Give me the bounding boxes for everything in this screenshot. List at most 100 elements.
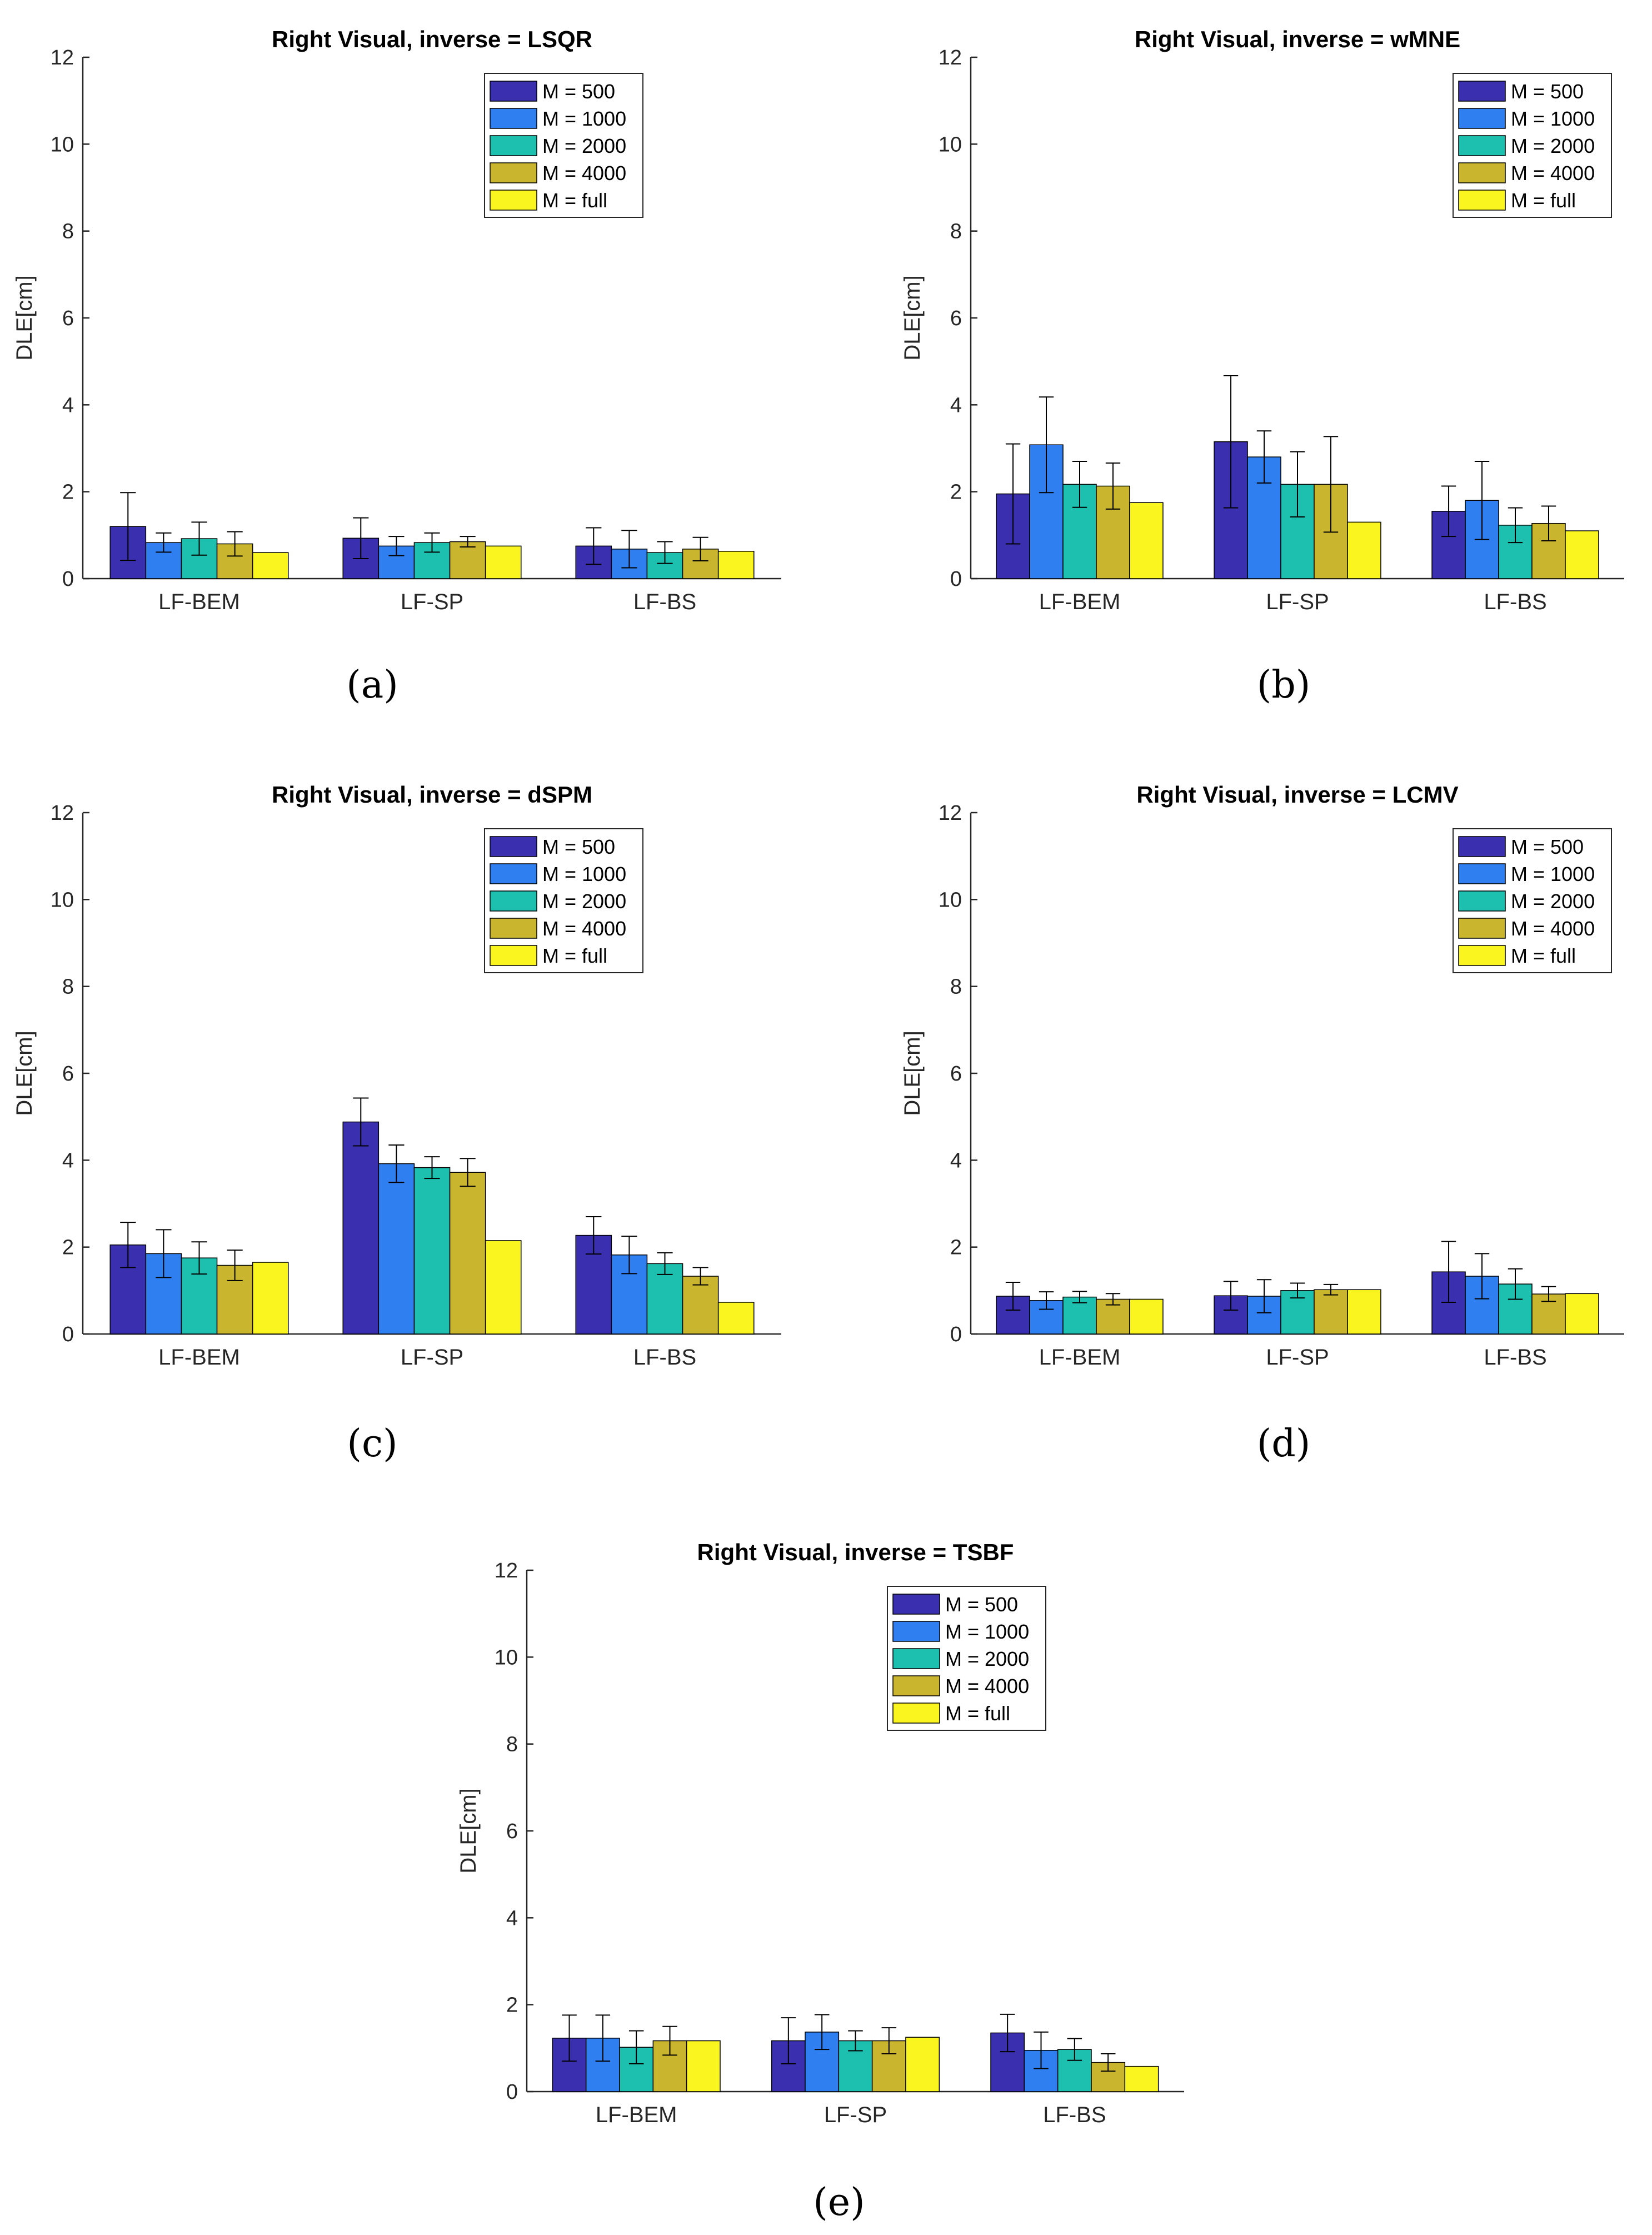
legend-swatch	[490, 108, 537, 129]
bar	[485, 545, 522, 579]
x-tick-label: LF-SP	[1266, 1345, 1329, 1370]
x-tick-label: LF-BEM	[596, 2103, 677, 2127]
panel-caption: (d)	[1257, 1422, 1311, 1466]
bar	[252, 552, 289, 579]
y-tick-label: 4	[506, 1907, 518, 1930]
chart-title: Right Visual, inverse = LCMV	[1136, 781, 1458, 808]
bar	[905, 2037, 940, 2092]
y-tick-label: 12	[51, 802, 74, 825]
y-tick-label: 2	[950, 481, 962, 504]
legend-entry: M = 500	[945, 1593, 1018, 1616]
y-tick-label: 10	[51, 888, 74, 912]
bar	[1314, 1289, 1348, 1335]
bar	[1347, 521, 1381, 579]
y-tick-label: 0	[62, 1323, 74, 1346]
bar	[449, 541, 486, 579]
legend-swatch	[490, 890, 537, 912]
y-axis-label: DLE[cm]	[12, 1031, 37, 1116]
y-tick-label: 4	[62, 394, 74, 417]
legend-swatch	[1458, 162, 1506, 183]
x-tick-label: LF-SP	[401, 590, 463, 614]
y-tick-label: 10	[939, 133, 962, 156]
chart-panel-0: 0 2 4 6 8 10 12 DLE[cm] Right Visual, inverse = …	[12, 26, 781, 707]
y-axis-label: DLE[cm]	[900, 1031, 925, 1116]
x-tick-label: LF-SP	[824, 2103, 887, 2127]
chart-panel-2: 0 2 4 6 8 10 12 DLE[cm] Right Visual, inverse = …	[12, 781, 781, 1466]
legend-swatch	[490, 863, 537, 884]
legend-entry: M = 1000	[542, 107, 626, 130]
x-tick-label: LF-BEM	[1039, 590, 1121, 614]
legend: M = 500 M = 1000 M = 2000 M = 4000 M = full	[1453, 828, 1612, 973]
legend-swatch	[1458, 863, 1506, 884]
legend-entry: M = full	[542, 944, 607, 967]
legend-swatch	[1458, 135, 1506, 156]
legend-entry: M = 4000	[542, 162, 626, 185]
y-tick-label: 8	[62, 220, 74, 243]
chart-panel-4: 0 2 4 6 8 10 12 DLE[cm] Right Visual, inverse = …	[456, 1539, 1184, 2224]
legend: M = 500 M = 1000 M = 2000 M = 4000 M = full	[887, 1586, 1046, 1731]
legend-swatch	[490, 190, 537, 211]
legend-entry: M = 1000	[945, 1620, 1029, 1643]
bar	[342, 1121, 380, 1335]
bar	[485, 1240, 522, 1335]
y-tick-label: 4	[62, 1149, 74, 1172]
y-tick-label: 8	[506, 1733, 518, 1756]
legend-entry: M = 4000	[1511, 162, 1595, 185]
legend-swatch	[490, 836, 537, 857]
bar	[449, 1172, 486, 1335]
legend-swatch	[490, 135, 537, 156]
y-tick-label: 6	[950, 1062, 962, 1086]
bar	[1129, 502, 1164, 579]
chart-title: Right Visual, inverse = wMNE	[1135, 26, 1460, 52]
y-tick-label: 12	[939, 46, 962, 69]
x-tick-label: LF-BS	[1484, 1345, 1546, 1370]
bar	[717, 551, 755, 579]
panel-caption: (e)	[813, 2181, 865, 2224]
y-tick-label: 6	[62, 1062, 74, 1086]
y-tick-label: 10	[939, 888, 962, 912]
x-tick-label: LF-BEM	[1039, 1345, 1121, 1370]
y-tick-label: 10	[495, 1646, 518, 1669]
panel-caption: (a)	[346, 663, 398, 707]
y-tick-label: 8	[62, 975, 74, 999]
y-tick-label: 8	[950, 975, 962, 999]
legend: M = 500 M = 1000 M = 2000 M = 4000 M = full	[1453, 73, 1612, 218]
x-tick-label: LF-BEM	[158, 590, 240, 614]
x-tick-label: LF-SP	[401, 1345, 463, 1370]
legend-entry: M = full	[542, 189, 607, 212]
x-tick-label: LF-BS	[1484, 590, 1546, 614]
y-tick-label: 4	[950, 1149, 962, 1172]
y-tick-label: 2	[950, 1236, 962, 1260]
legend-swatch	[1458, 918, 1506, 939]
y-axis-label: DLE[cm]	[12, 275, 37, 360]
legend-entry: M = 2000	[945, 1647, 1029, 1670]
bar	[1124, 2065, 1159, 2092]
legend-entry: M = 1000	[542, 863, 626, 885]
x-tick-label: LF-BS	[633, 590, 696, 614]
x-tick-label: LF-BEM	[158, 1345, 240, 1370]
bar	[717, 1302, 755, 1335]
legend-swatch	[1458, 945, 1506, 966]
y-axis-label: DLE[cm]	[900, 275, 925, 360]
bar	[1347, 1289, 1381, 1335]
y-tick-label: 0	[950, 568, 962, 591]
y-tick-label: 12	[939, 802, 962, 825]
legend-swatch	[1458, 108, 1506, 129]
y-tick-label: 2	[506, 1994, 518, 2017]
legend-swatch	[490, 918, 537, 939]
legend-entry: M = 2000	[542, 890, 626, 913]
y-tick-label: 2	[62, 1236, 74, 1260]
bar	[378, 1163, 415, 1335]
legend-swatch	[892, 1675, 940, 1696]
bar	[413, 1167, 451, 1335]
chart-title: Right Visual, inverse = TSBF	[697, 1539, 1014, 1565]
y-tick-label: 6	[950, 307, 962, 330]
legend-swatch	[892, 1621, 940, 1642]
y-tick-label: 12	[495, 1559, 518, 1582]
chart-panel-3: 0 2 4 6 8 10 12 DLE[cm] Right Visual, inverse = …	[900, 781, 1624, 1466]
legend-swatch	[1458, 890, 1506, 912]
y-tick-label: 6	[62, 307, 74, 330]
legend-entry: M = 500	[1511, 80, 1584, 103]
